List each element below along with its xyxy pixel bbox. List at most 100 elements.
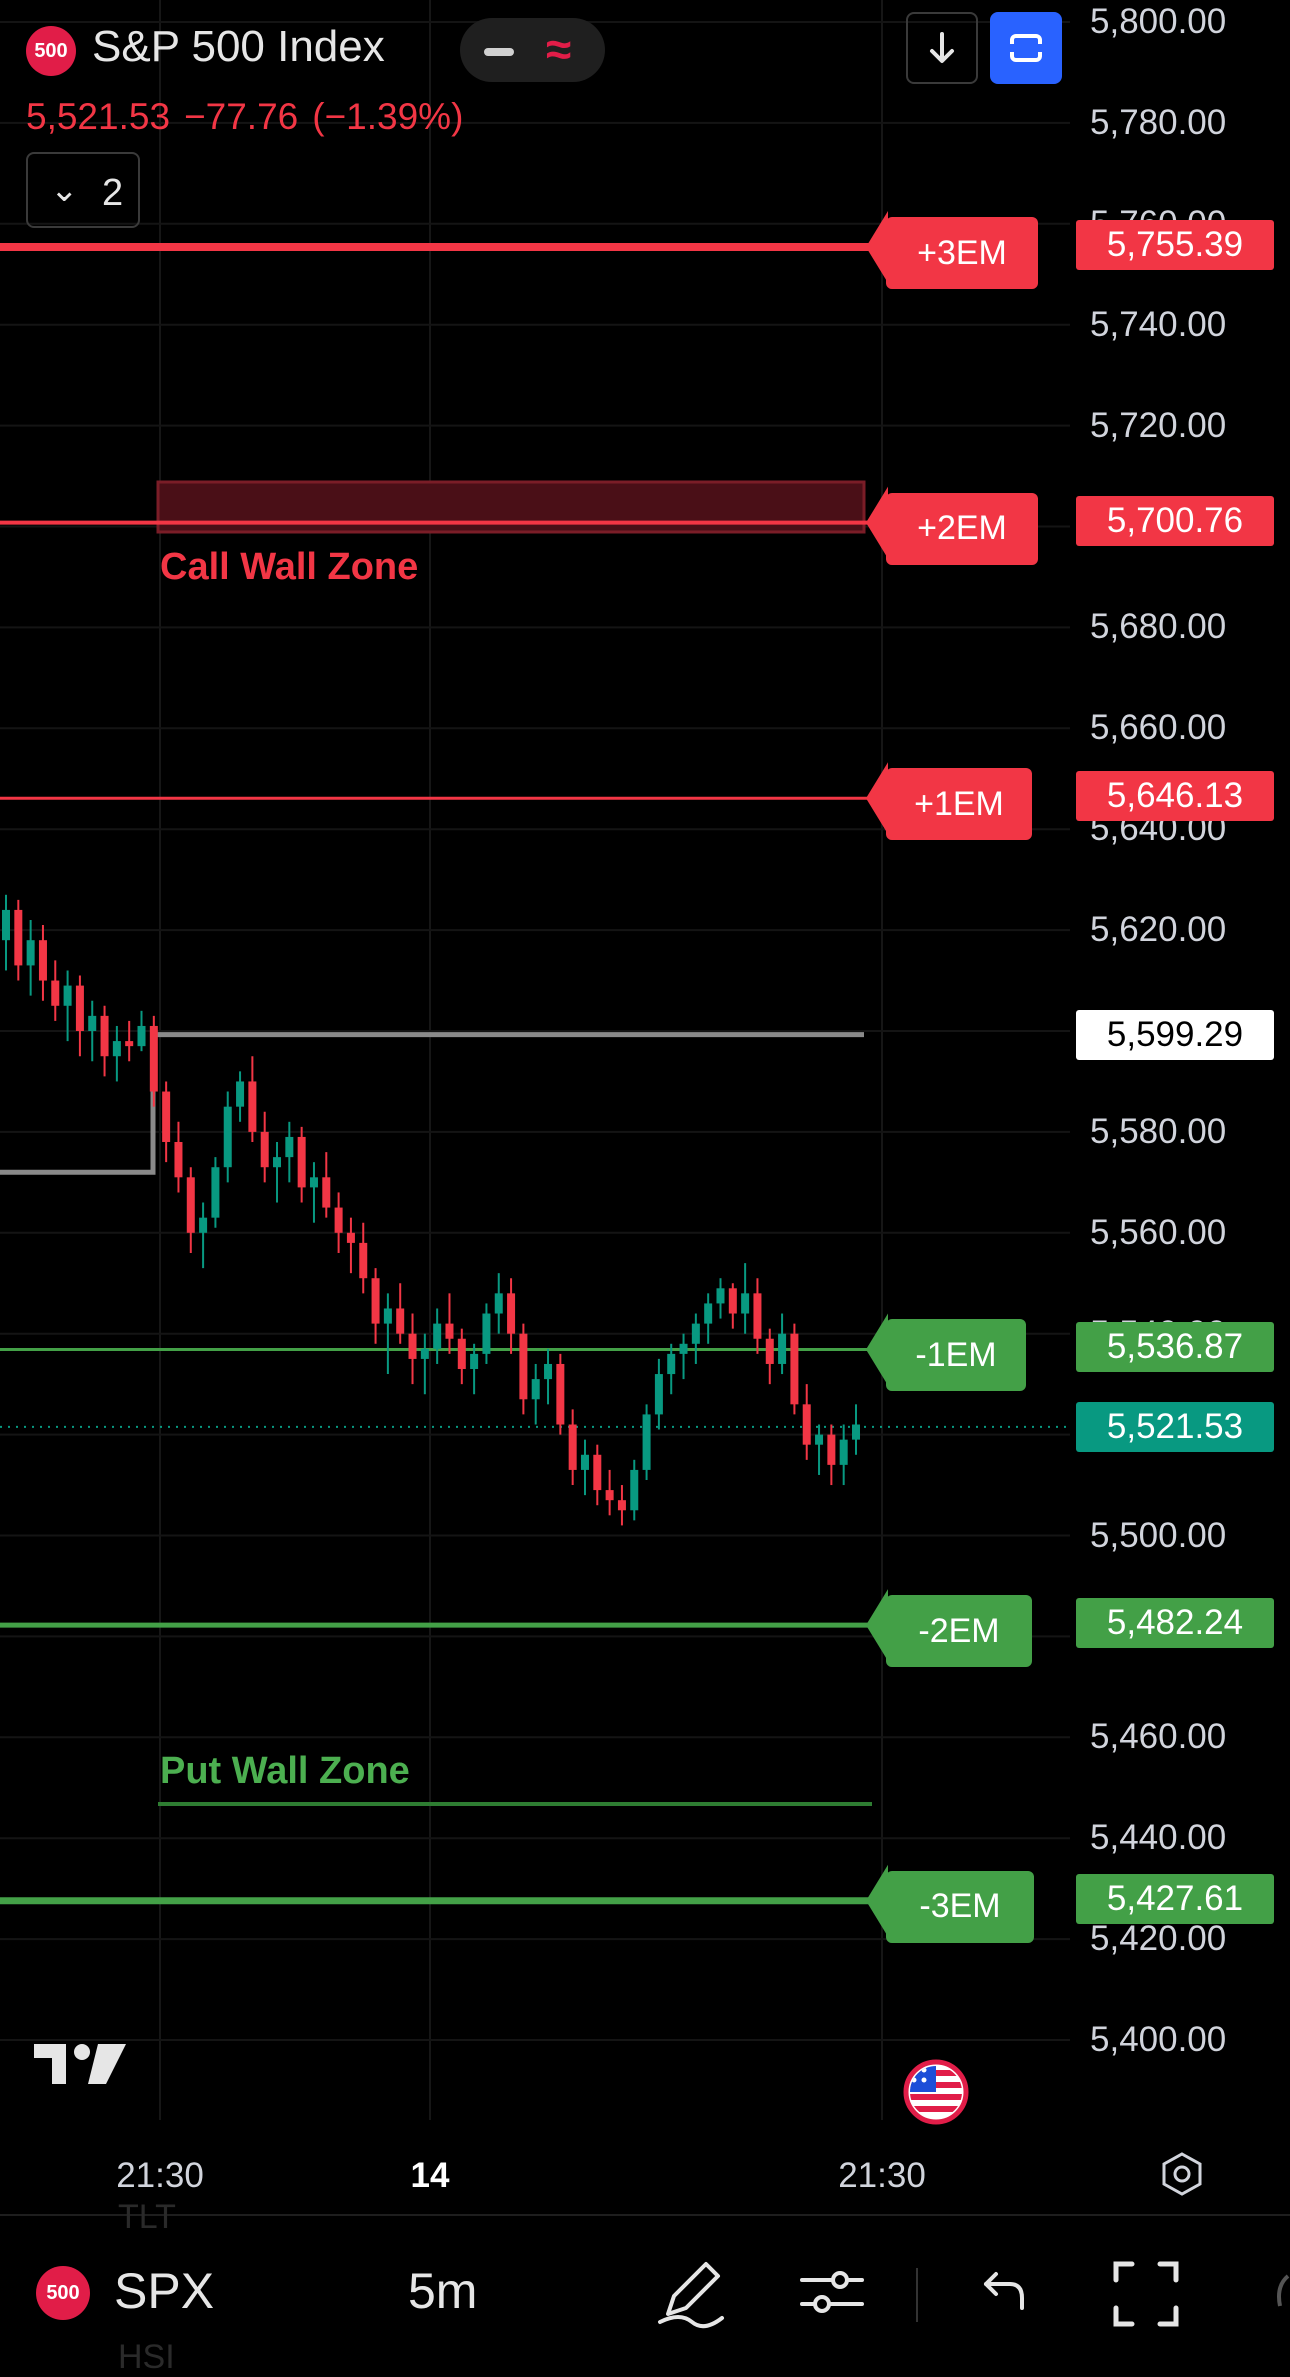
candle-body [741,1293,750,1314]
put-wall-label: Put Wall Zone [160,1750,410,1792]
candle-body [753,1293,762,1339]
candle-body [322,1177,331,1208]
price-axis-label: 5,660.00 [1090,708,1227,748]
candle-body [642,1414,651,1470]
candle-body [162,1091,171,1142]
indicator-toggle[interactable]: ≈ [460,18,605,82]
price-axis-label: 5,400.00 [1090,2020,1227,2059]
candle-body [433,1323,442,1349]
candle-body [716,1288,725,1304]
level-tag-+2EM[interactable]: +2EM [886,492,1038,565]
ghost-symbol-top: TLT [118,2198,176,2236]
candle-body [802,1404,811,1445]
price-axis-label: 5,800.00 [1090,2,1227,41]
candle-body [568,1424,577,1470]
candle-body [617,1500,626,1511]
candle-body [383,1308,392,1324]
drawing-tools-icon[interactable] [650,2252,730,2332]
symbol-title[interactable]: S&P 500 Index [92,22,385,71]
candle-body [420,1348,429,1359]
candle-body [273,1157,282,1168]
us-flag-event-icon[interactable] [902,2058,970,2126]
candle-body [593,1454,602,1491]
symbol-badge: 500 [36,2266,90,2320]
candle-body [14,909,23,966]
candle-body [654,1374,663,1415]
level-tag--1EM[interactable]: -1EM [886,1319,1026,1392]
ghost-symbol-bottom: HSI [118,2338,175,2376]
indicators-icon[interactable] [792,2252,872,2332]
candle-body [667,1353,676,1375]
time-label: 21:30 [838,2156,926,2195]
level-tag--2EM[interactable]: -2EM [886,1595,1032,1668]
candle-body [728,1288,737,1314]
level-price-tag: 5,427.61 [1076,1873,1274,1924]
prev-close-tag: 5,599.29 [1076,1009,1274,1060]
price-axis-label: 5,560.00 [1090,1212,1227,1252]
candle-body [51,980,60,1006]
price-axis-label: 5,740.00 [1090,304,1227,344]
interval-button[interactable]: 5m [408,2263,478,2319]
candle-body [285,1136,294,1158]
candle-body [605,1490,614,1501]
candle-body [457,1338,466,1370]
level-tag-pointer [866,1313,888,1386]
candle-body [199,1217,208,1233]
candle-body [174,1141,183,1178]
undo-icon[interactable] [966,2258,1036,2328]
fullscreen-icon[interactable] [1108,2256,1184,2332]
candle-body [827,1434,836,1465]
more-tools-icon[interactable] [1266,2266,1290,2326]
candle-body [470,1353,479,1370]
level-price-tag: 5,646.13 [1076,771,1274,822]
candle-body [544,1363,553,1380]
level-tag-pointer [866,1864,888,1937]
level-price-tag: 5,536.87 [1076,1322,1274,1373]
candle-body [839,1439,848,1465]
symbol-button[interactable]: SPX [114,2263,215,2319]
candle-body [334,1207,343,1233]
candle-body [507,1293,516,1334]
candle-body [309,1177,318,1188]
level-tag-pointer [866,211,888,284]
candle-body [556,1363,565,1425]
candle-body [371,1278,380,1324]
price-change: −77.76 [184,96,299,137]
collapse-indicators-button[interactable]: ⌄ 2 [26,152,140,228]
level-price-tag: 5,700.76 [1076,495,1274,546]
level-tag-pointer [866,486,888,559]
candle-body [248,1081,257,1132]
minus-icon[interactable] [484,48,514,56]
chevron-down-icon: ⌄ [50,171,79,209]
indicator-count: 2 [102,172,124,214]
bottom-toolbar: TLT HSI 500 SPX 5m [0,2198,1290,2376]
level-tag-+1EM[interactable]: +1EM [886,768,1032,841]
candle-body [679,1343,688,1354]
level-tag-pointer [866,1589,888,1662]
price-axis-label: 5,580.00 [1090,1111,1227,1151]
level-tag-+3EM[interactable]: +3EM [886,217,1038,290]
candle-body [137,1025,146,1047]
candle-body [482,1313,491,1354]
fullscreen-icon [1008,34,1044,62]
wave-icon[interactable]: ≈ [546,23,572,75]
level-tag--3EM[interactable]: -3EM [886,1870,1034,1943]
price-axis-label: 5,620.00 [1090,910,1227,950]
candle-body [186,1177,195,1233]
price-axis-label: 5,460.00 [1090,1717,1227,1757]
candle-body [815,1434,824,1445]
price-axis-label: 5,420.00 [1090,1919,1227,1959]
level-price-tag: 5,755.39 [1076,220,1274,271]
symbol-badge: 500 [26,26,76,76]
candle-body [223,1106,232,1168]
last-price: 5,521.53 [26,96,171,137]
chart-settings-icon[interactable] [1158,2150,1206,2198]
candle-body [63,985,72,1006]
tradingview-logo[interactable] [32,2040,128,2088]
current-price-tag: 5,521.53 [1076,1401,1274,1452]
candle-body [691,1323,700,1344]
download-icon [930,32,954,63]
fullscreen-button[interactable] [990,12,1062,84]
download-button[interactable] [906,12,978,84]
